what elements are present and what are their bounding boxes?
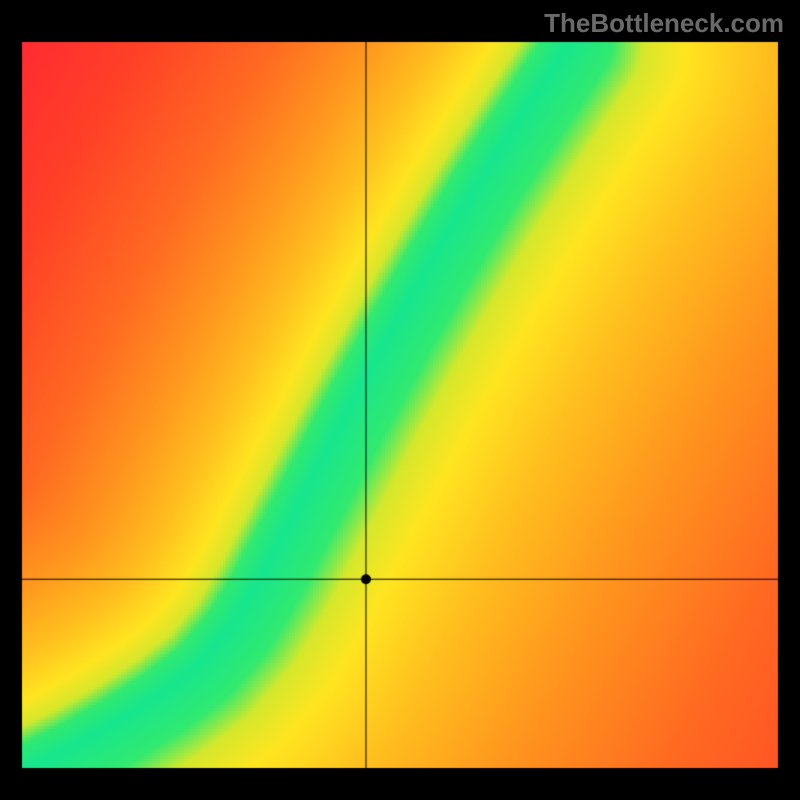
- chart-root: TheBottleneck.com: [0, 0, 800, 800]
- watermark-text: TheBottleneck.com: [544, 8, 784, 39]
- bottleneck-heatmap: [0, 0, 800, 800]
